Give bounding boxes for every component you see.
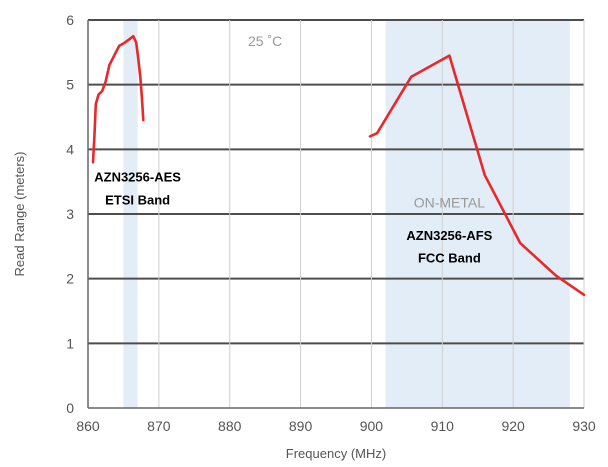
annotation-label: AZN3256-AES [94, 170, 181, 185]
series-lines [91, 34, 586, 297]
y-tick-label: 1 [66, 335, 74, 351]
y-tick-label: 6 [66, 12, 74, 28]
x-tick-label: 910 [431, 418, 455, 434]
annotation-label: AZN3256-AFS [406, 228, 492, 243]
x-tick-label: 930 [572, 418, 596, 434]
y-tick-label: 5 [66, 77, 74, 93]
x-tick-label: 870 [147, 418, 171, 434]
x-tick-label: 920 [501, 418, 525, 434]
x-axis-label: Frequency (MHz) [286, 446, 386, 461]
gridlines [88, 19, 585, 408]
x-tick-label: 880 [218, 418, 242, 434]
annotation-label: ON-METAL [414, 195, 486, 211]
y-tick-label: 3 [66, 206, 74, 222]
x-tick-labels: 860 870 880 890 900 910 920 930 [76, 418, 596, 434]
y-tick-label: 4 [66, 141, 74, 157]
x-tick-label: 900 [360, 418, 384, 434]
annotation-label: 25 ˚C [248, 33, 282, 49]
y-tick-label: 2 [66, 271, 74, 287]
y-axis-label: Read Range (meters) [12, 152, 27, 277]
y-tick-labels: 0 1 2 3 4 5 6 [66, 12, 74, 416]
series-line-0 [91, 34, 145, 164]
x-tick-label: 890 [289, 418, 313, 434]
annotation-label: FCC Band [418, 251, 481, 266]
y-tick-label: 0 [66, 400, 74, 416]
annotations: 25 ˚C AZN3256-AES ETSI Band ON-METAL AZN3256… [94, 33, 492, 266]
axes [87, 20, 584, 409]
series-line-1 [368, 54, 586, 297]
x-tick-label: 860 [76, 418, 100, 434]
annotation-label: ETSI Band [105, 192, 170, 207]
